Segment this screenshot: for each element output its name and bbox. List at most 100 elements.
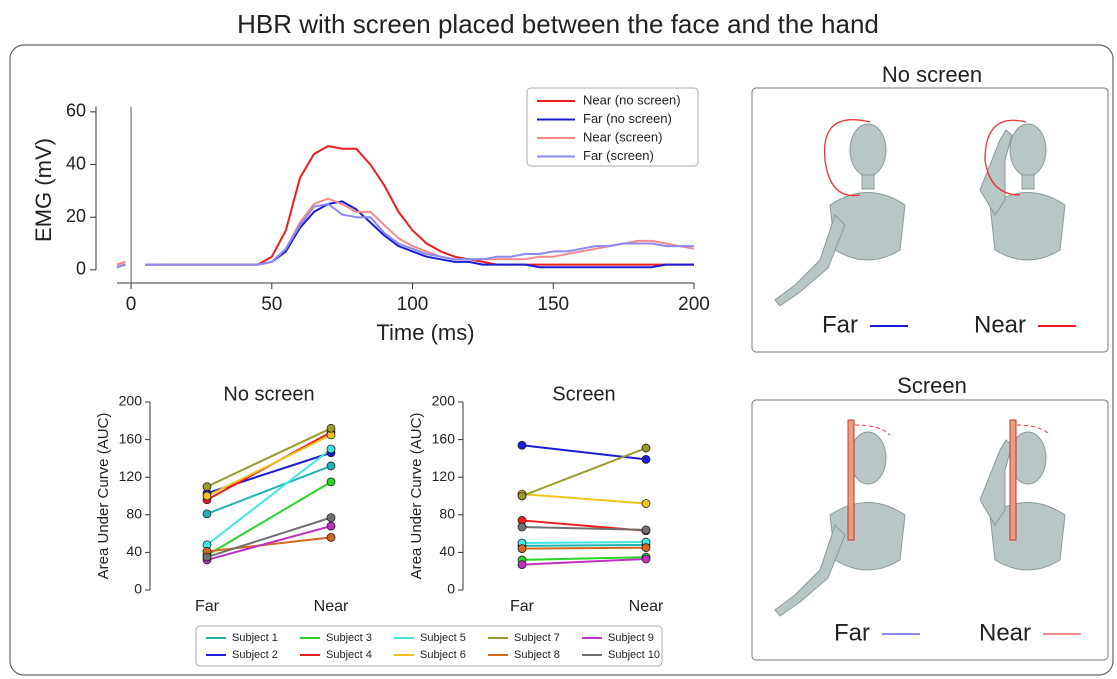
subject-point	[517, 560, 527, 570]
subject-point	[641, 554, 651, 564]
y-tick-label: 0	[134, 581, 142, 597]
x-tick-label: Near	[314, 598, 349, 615]
legend-label: Subject 3	[326, 632, 372, 644]
subject-line	[206, 448, 332, 546]
panel-label: Near	[974, 311, 1026, 338]
frame	[9, 44, 1114, 676]
subject-point	[641, 543, 651, 553]
hand-trace	[854, 424, 891, 436]
panel-title: No screen	[882, 62, 982, 87]
subject-line	[206, 481, 332, 557]
subject-point	[517, 544, 527, 554]
y-tick-label: 0	[447, 581, 455, 597]
mannequin	[774, 123, 906, 307]
series-line	[116, 200, 694, 269]
y-tick-label: 120	[119, 468, 143, 484]
y-tick-label: 60	[66, 101, 86, 121]
y-tick-label: 200	[119, 393, 143, 409]
subject-line	[521, 546, 647, 550]
subject-line	[521, 543, 647, 547]
y-tick-label: 40	[126, 543, 142, 559]
legend-label: Subject 4	[326, 649, 372, 661]
subject-point	[641, 443, 651, 453]
series-line	[116, 203, 694, 269]
subject-point	[326, 513, 336, 523]
y-tick-label: 160	[432, 430, 456, 446]
subject-point	[202, 482, 212, 492]
legend-label: Subject 6	[420, 649, 466, 661]
subject-point	[517, 491, 527, 501]
panel-label: Far	[822, 311, 858, 338]
subject-point	[202, 491, 212, 501]
subject-line	[206, 525, 332, 561]
legend-label: Subject 1	[232, 632, 278, 644]
y-tick-label: 200	[432, 393, 456, 409]
x-tick-label: 100	[397, 294, 429, 315]
illustrations	[774, 119, 1066, 617]
subject-point	[326, 423, 336, 433]
series-line	[116, 197, 695, 266]
subject-point	[326, 444, 336, 454]
legend-label: Subject 5	[420, 632, 466, 644]
x-tick-label: Near	[629, 598, 664, 615]
legend-label: Subject 10	[608, 649, 660, 661]
legend-label: Subject 9	[608, 632, 654, 644]
hand-trace	[823, 119, 871, 197]
subject-line	[521, 556, 647, 561]
y-tick-label: 120	[432, 468, 456, 484]
hand-trace	[984, 119, 1027, 196]
subject-line	[521, 444, 647, 461]
y-tick-label: 20	[66, 206, 86, 226]
subject-line	[521, 557, 647, 566]
y-tick-label: 80	[439, 506, 455, 522]
y-tick-label: 40	[439, 543, 455, 559]
y-tick-label: 0	[76, 259, 86, 279]
y-tick-label: 40	[66, 153, 86, 173]
subject-line	[521, 447, 647, 497]
x-tick-label: Far	[195, 598, 220, 615]
screen	[1009, 419, 1017, 541]
legend-label: Near (screen)	[583, 129, 662, 144]
legend-label: Subject 7	[514, 632, 560, 644]
y-axis-label: Area Under Curve (AUC)	[408, 413, 425, 580]
y-tick-label: 160	[119, 430, 143, 446]
panel-label: Far	[834, 619, 870, 646]
subject-line	[206, 434, 332, 497]
legend-label: Subject 8	[514, 649, 560, 661]
subject-line	[521, 493, 647, 505]
y-tick-label: 80	[126, 506, 142, 522]
legend-label: Far (screen)	[583, 148, 654, 163]
subject-line	[521, 541, 647, 544]
panel-label: Near	[979, 619, 1031, 646]
panel-title: Screen	[897, 373, 967, 398]
mannequin	[979, 431, 1066, 571]
screen	[847, 419, 855, 541]
subject-point	[326, 461, 336, 471]
subject-point	[326, 521, 336, 531]
legend-label: Near (no screen)	[583, 92, 681, 107]
x-tick-label: 0	[126, 294, 137, 315]
legend-label: Far (no screen)	[583, 111, 672, 126]
x-axis-label: Time (ms)	[376, 320, 474, 345]
x-tick-label: 50	[261, 294, 282, 315]
subject-point	[326, 532, 336, 542]
subject-point	[202, 552, 212, 562]
chart-title: Screen	[552, 383, 615, 405]
subject-line	[521, 526, 647, 531]
subject-point	[517, 440, 527, 450]
subject-point	[641, 525, 651, 535]
chart-title: No screen	[223, 383, 314, 405]
subject-point	[517, 522, 527, 532]
subject-line	[206, 427, 332, 488]
x-tick-label: Far	[510, 598, 535, 615]
subject-point	[202, 509, 212, 519]
subject-line	[206, 464, 332, 515]
hand-trace	[1016, 424, 1051, 436]
subject-point	[326, 477, 336, 487]
x-tick-label: 200	[678, 294, 710, 315]
subject-line	[206, 536, 332, 553]
legend-box	[526, 87, 699, 167]
mannequin	[979, 123, 1066, 261]
subject-point	[641, 454, 651, 464]
